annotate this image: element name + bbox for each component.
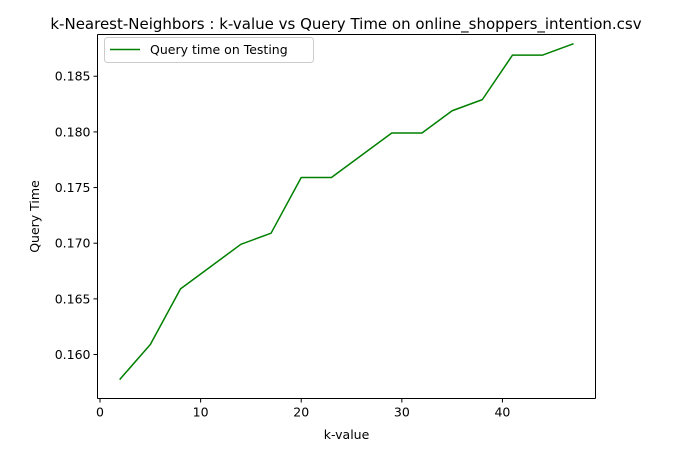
x-tick-label: 30 — [394, 405, 410, 420]
x-tick-label: 10 — [193, 405, 209, 420]
series-layer — [119, 42, 574, 381]
chart-title: k-Nearest-Neighbors : k-value vs Query T… — [50, 15, 641, 34]
y-tick-label: 0.185 — [55, 69, 91, 84]
legend: Query time on Testing — [104, 37, 314, 63]
series-line — [119, 42, 574, 381]
axes-frame — [97, 34, 596, 399]
y-axis-ticks: 0.160 0.165 0.170 0.175 0.180 0.185 — [55, 69, 98, 362]
legend-box — [104, 37, 314, 63]
y-tick-label: 0.180 — [55, 124, 91, 139]
plot-area — [97, 34, 596, 399]
legend-label: Query time on Testing — [150, 42, 288, 57]
x-axis-ticks: 0 10 20 30 40 — [96, 398, 510, 420]
x-tick-label: 40 — [494, 405, 510, 420]
y-tick-label: 0.170 — [55, 236, 91, 251]
x-axis-label: k-value — [324, 427, 370, 442]
x-tick-label: 0 — [96, 405, 104, 420]
y-axis-label: Query Time — [27, 180, 42, 253]
y-tick-label: 0.160 — [55, 347, 91, 362]
x-tick-label: 20 — [293, 405, 309, 420]
y-tick-label: 0.175 — [55, 180, 91, 195]
y-tick-label: 0.165 — [55, 291, 91, 306]
